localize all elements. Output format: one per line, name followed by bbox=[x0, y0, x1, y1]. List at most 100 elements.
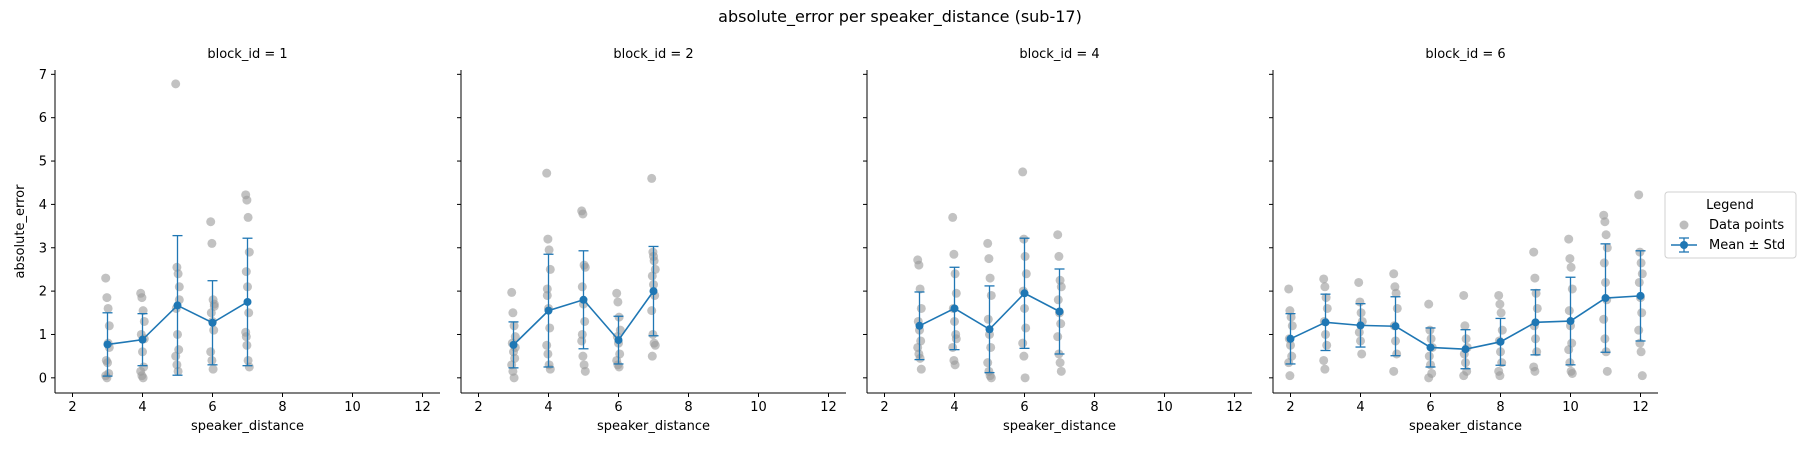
mean-point bbox=[173, 301, 182, 310]
mean-point bbox=[950, 304, 959, 313]
data-point bbox=[241, 332, 251, 342]
data-point bbox=[984, 254, 994, 264]
data-point bbox=[206, 347, 216, 357]
data-point bbox=[1530, 273, 1540, 283]
mean-point bbox=[243, 297, 252, 306]
data-point bbox=[1319, 274, 1329, 284]
data-point bbox=[1602, 366, 1612, 376]
mean-point bbox=[1321, 318, 1330, 327]
x-tick-label: 6 bbox=[1020, 400, 1028, 415]
data-point bbox=[1634, 325, 1644, 335]
mean-point bbox=[544, 306, 553, 315]
data-point bbox=[543, 234, 553, 244]
data-point bbox=[137, 293, 147, 303]
mean-point bbox=[1496, 337, 1505, 346]
figure-title: absolute_error per speaker_distance (sub… bbox=[718, 7, 1082, 27]
mean-point bbox=[1531, 318, 1540, 327]
data-point bbox=[1565, 254, 1575, 264]
x-tick-label: 10 bbox=[1156, 400, 1173, 415]
data-point bbox=[1322, 303, 1332, 313]
data-point bbox=[1637, 269, 1647, 279]
data-point bbox=[1636, 347, 1646, 357]
data-point bbox=[1019, 351, 1029, 361]
mean-point bbox=[1426, 343, 1435, 352]
data-point bbox=[1529, 247, 1539, 257]
data-point bbox=[914, 260, 924, 270]
data-point bbox=[1021, 269, 1031, 279]
panel-title: block_id = 6 bbox=[1425, 47, 1505, 62]
data-point bbox=[647, 173, 657, 183]
mean-point bbox=[1020, 289, 1029, 298]
data-point bbox=[1320, 282, 1330, 292]
data-point bbox=[1322, 340, 1332, 350]
data-point bbox=[1424, 373, 1434, 383]
data-point bbox=[1287, 321, 1297, 331]
data-point bbox=[545, 323, 555, 333]
data-point bbox=[1497, 325, 1507, 335]
data-point bbox=[986, 342, 996, 352]
data-point bbox=[580, 316, 590, 326]
mean-point bbox=[1286, 334, 1295, 343]
data-point bbox=[206, 217, 216, 227]
x-tick-label: 12 bbox=[1226, 400, 1243, 415]
x-tick-label: 8 bbox=[684, 400, 692, 415]
data-point bbox=[647, 271, 657, 281]
data-point bbox=[949, 249, 959, 259]
data-point bbox=[1391, 288, 1401, 298]
data-point bbox=[915, 284, 925, 294]
data-point bbox=[1018, 338, 1028, 348]
data-point bbox=[577, 329, 587, 339]
data-point bbox=[1496, 308, 1506, 318]
x-tick-label: 12 bbox=[414, 400, 431, 415]
mean-point bbox=[208, 318, 217, 327]
data-point bbox=[1392, 349, 1402, 359]
mean-point bbox=[579, 295, 588, 304]
data-point bbox=[208, 364, 218, 374]
data-point bbox=[1354, 327, 1364, 337]
data-point bbox=[542, 168, 552, 178]
x-tick-label: 8 bbox=[1496, 400, 1504, 415]
x-axis-label: speaker_distance bbox=[191, 419, 304, 434]
x-tick-label: 6 bbox=[208, 400, 216, 415]
data-point bbox=[1599, 258, 1609, 268]
data-point bbox=[650, 340, 660, 350]
data-point bbox=[241, 267, 251, 277]
x-tick-label: 4 bbox=[1356, 400, 1364, 415]
data-point bbox=[986, 290, 996, 300]
panel-1: block_id = 12 4 6 8 10 1201234567speaker_dist… bbox=[13, 47, 440, 434]
data-point bbox=[242, 195, 252, 205]
legend-points-label: Data points bbox=[1709, 218, 1784, 233]
data-point bbox=[1637, 308, 1647, 318]
data-point bbox=[206, 308, 216, 318]
data-point bbox=[613, 297, 623, 307]
x-tick-label: 12 bbox=[820, 400, 837, 415]
data-point bbox=[1459, 371, 1469, 381]
data-point bbox=[985, 273, 995, 283]
x-tick-label: 10 bbox=[1562, 400, 1579, 415]
panel-title: block_id = 1 bbox=[207, 47, 287, 62]
data-point bbox=[948, 212, 958, 222]
data-point bbox=[983, 314, 993, 324]
x-tick-label: 2 bbox=[1286, 400, 1294, 415]
data-point bbox=[545, 364, 555, 374]
data-point bbox=[1357, 349, 1367, 359]
mean-point bbox=[614, 336, 623, 345]
data-point bbox=[542, 284, 552, 294]
mean-point bbox=[1055, 307, 1064, 316]
mean-point bbox=[1601, 294, 1610, 303]
data-point bbox=[1021, 323, 1031, 333]
data-point bbox=[102, 293, 112, 303]
data-point bbox=[509, 373, 519, 383]
y-tick-label: 3 bbox=[39, 241, 47, 256]
data-point bbox=[1053, 295, 1063, 305]
data-point bbox=[1564, 306, 1574, 316]
x-tick-label: 2 bbox=[68, 400, 76, 415]
mean-point bbox=[1566, 317, 1575, 326]
data-point bbox=[545, 264, 555, 274]
x-axis-label: speaker_distance bbox=[1409, 419, 1522, 434]
data-point bbox=[1056, 366, 1066, 376]
y-tick-label: 0 bbox=[39, 371, 47, 386]
data-point bbox=[138, 306, 148, 316]
panel-title: block_id = 2 bbox=[613, 47, 693, 62]
